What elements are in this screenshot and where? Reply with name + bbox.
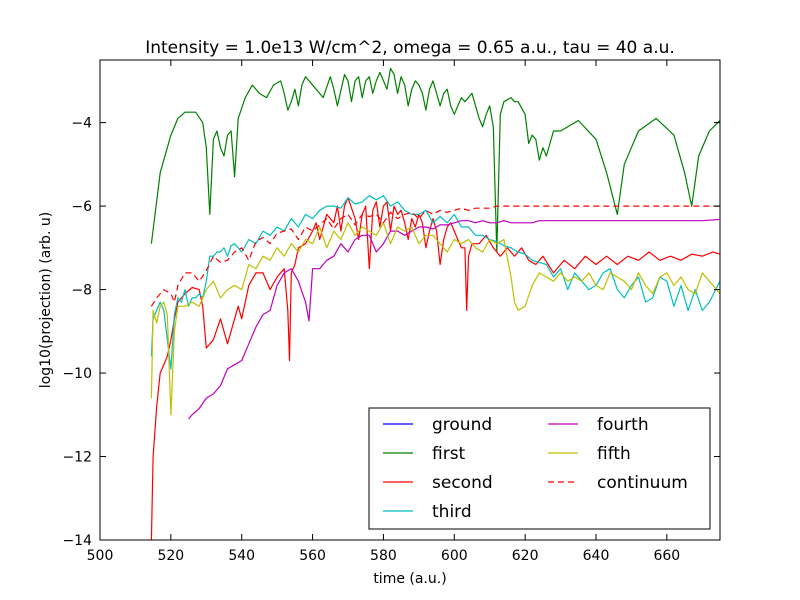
series-line-continuum xyxy=(150,205,720,307)
y-tick-label: −10 xyxy=(62,366,92,382)
x-axis-label: time (a.u.) xyxy=(373,571,446,587)
legend-label-third: third xyxy=(432,502,472,522)
legend-label-continuum: continuum xyxy=(597,473,688,493)
plot-frame xyxy=(99,59,721,541)
series-line-third xyxy=(150,195,720,370)
series-layer xyxy=(150,67,720,540)
legend-box xyxy=(368,407,711,530)
x-tick-label: 540 xyxy=(228,548,255,564)
x-tick-label: 660 xyxy=(653,548,680,564)
legend-label-fifth: fifth xyxy=(597,444,631,464)
x-tick-label: 500 xyxy=(87,548,114,564)
x-tick-label: 520 xyxy=(157,548,184,564)
x-tick-label: 620 xyxy=(512,548,539,564)
y-tick-label: −4 xyxy=(71,116,92,132)
ticks-layer: 500 520 540 560 580 600 620 640 660 −14 −12 −10 −8 −6… xyxy=(62,60,720,564)
y-tick-label: −12 xyxy=(62,450,92,466)
legend-label-second: second xyxy=(432,473,493,493)
x-tick-label: 560 xyxy=(299,548,326,564)
x-tick-label: 580 xyxy=(370,548,397,564)
series-line-fourth xyxy=(188,218,720,420)
legend-label-fourth: fourth xyxy=(597,415,649,435)
legend: ground first second third fourth fifth continu… xyxy=(368,407,711,530)
chart-title: Intensity = 1.0e13 W/cm^2, omega = 0.65 … xyxy=(145,38,675,58)
legend-label-first: first xyxy=(432,444,466,464)
y-tick-label: −6 xyxy=(71,199,92,215)
x-tick-label: 600 xyxy=(441,548,468,564)
y-axis-label: log10(projection) (arb. u) xyxy=(38,212,54,388)
series-line-fifth xyxy=(150,222,720,416)
legend-label-ground: ground xyxy=(432,415,492,435)
series-line-first xyxy=(150,67,720,253)
y-tick-label: −14 xyxy=(62,533,92,549)
x-tick-label: 640 xyxy=(583,548,610,564)
y-tick-label: −8 xyxy=(71,283,92,299)
